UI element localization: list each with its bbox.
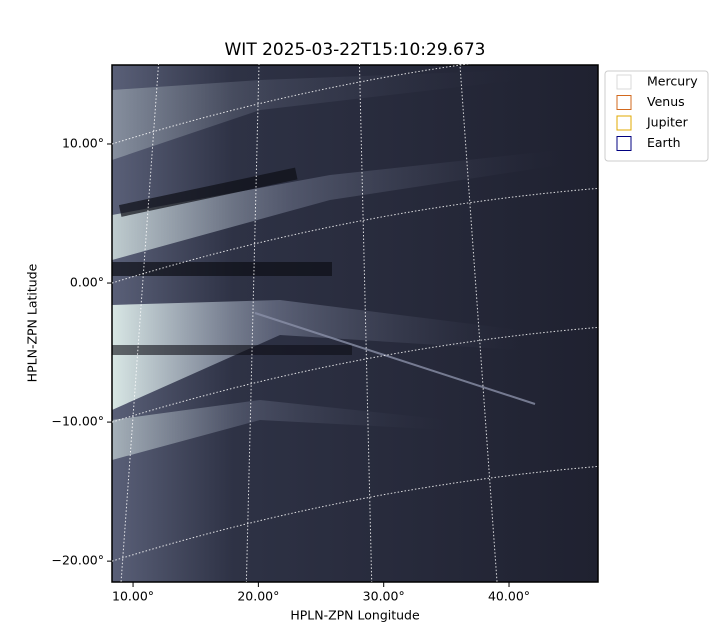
legend-swatch [616, 115, 632, 131]
y-tick-label: −10.00° [51, 414, 104, 429]
legend-swatch [616, 95, 632, 110]
legend-swatch [616, 74, 632, 90]
grid-line [245, 59, 260, 583]
chart-title: WIT 2025-03-22T15:10:29.673 [225, 40, 486, 60]
legend-label: Venus [647, 94, 685, 109]
legend-swatch [616, 136, 632, 151]
x-tick-label: 10.00° [112, 589, 154, 604]
legend: Mercury Venus Jupiter Earth [604, 70, 709, 162]
grid-line [111, 465, 603, 562]
y-axis-label: HPLN-ZPN Latitude [25, 263, 40, 382]
x-axis-label: HPLN-ZPN Longitude [290, 608, 420, 623]
grid-line [111, 326, 603, 423]
x-tick-label: 30.00° [363, 589, 405, 604]
x-tick-label: 40.00° [488, 589, 530, 604]
y-tick-label: 0.00° [70, 275, 104, 290]
y-tick-label: −20.00° [51, 553, 104, 568]
grid-line [111, 187, 603, 284]
grid-line [358, 59, 373, 583]
plot-frame [111, 64, 599, 583]
y-tick-label: 10.00° [62, 135, 104, 150]
legend-label: Mercury [647, 74, 698, 89]
x-tick-label: 20.00° [237, 589, 279, 604]
image [112, 65, 598, 582]
grid-line [111, 48, 603, 145]
legend-label: Earth [647, 135, 681, 150]
legend-label: Jupiter [646, 115, 689, 130]
